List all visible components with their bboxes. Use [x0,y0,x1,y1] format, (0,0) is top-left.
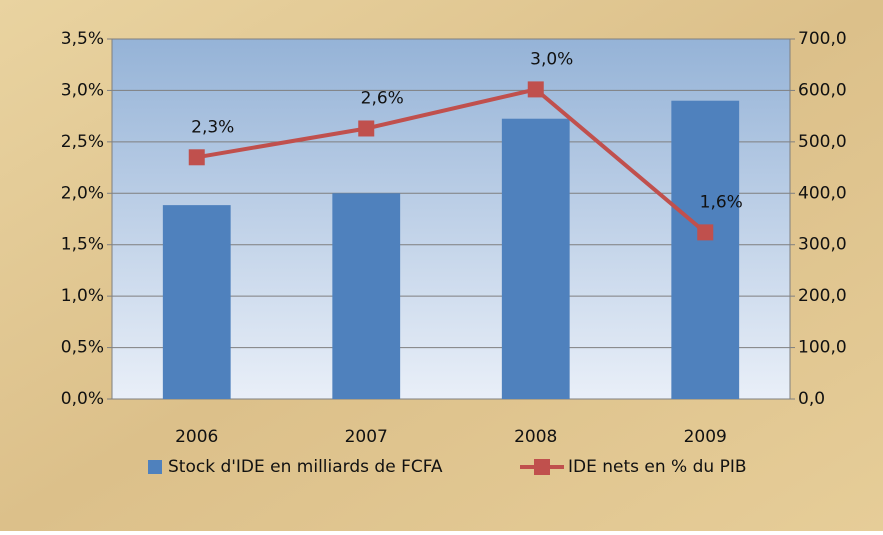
legend-swatch [534,459,550,475]
legend-label: Stock d'IDE en milliards de FCFA [168,457,443,477]
line [196,87,707,234]
y2-tick-label: 200,0 [798,286,847,306]
y-tick-label: 0,5% [61,338,104,358]
y2-tick-label: 0,0 [798,389,825,409]
y2-tick-label: 100,0 [798,338,847,358]
marker [697,224,714,241]
data-label: 3,0% [530,49,573,69]
y-tick-label: 2,0% [61,183,104,203]
data-label: 2,3% [191,117,234,137]
x-tick-label: 2009 [684,427,727,447]
y-tick-label: 1,5% [61,235,104,255]
y2-tick-label: 500,0 [798,132,847,152]
y-tick-label: 3,0% [61,80,104,100]
y-tick-label: 2,5% [61,132,104,152]
marker [358,120,375,137]
data-label: 1,6% [700,192,743,212]
y-tick-label: 3,5% [61,29,104,49]
x-tick-label: 2006 [175,427,218,447]
bar [671,100,740,399]
y2-tick-label: 600,0 [798,80,847,100]
y2-tick-label: 700,0 [798,29,847,49]
data-label: 2,6% [361,88,404,108]
bar [501,118,570,399]
x-tick-label: 2008 [514,427,557,447]
bar [332,193,401,399]
marker [188,149,205,166]
y2-tick-label: 400,0 [798,183,847,203]
legend-label: IDE nets en % du PIB [568,457,747,477]
y-tick-label: 1,0% [61,286,104,306]
y2-tick-label: 300,0 [798,235,847,255]
y-tick-label: 0,0% [61,389,104,409]
legend-swatch [148,460,162,474]
x-tick-label: 2007 [345,427,388,447]
marker [527,81,544,98]
bar [162,205,231,399]
